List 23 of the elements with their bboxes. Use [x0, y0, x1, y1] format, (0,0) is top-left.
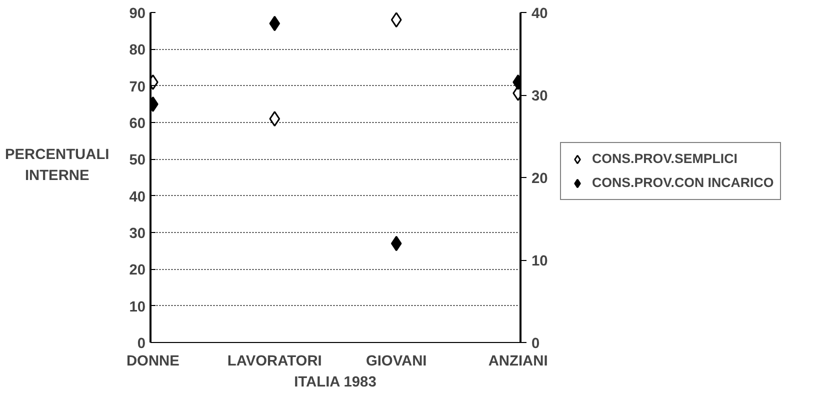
legend-label: CONS.PROV.CON INCARICO	[592, 175, 774, 190]
y-tick-label: 50	[129, 152, 146, 169]
y-tick-label: 20	[129, 262, 146, 279]
y2-tick-label: 0	[532, 336, 540, 352]
y-tick-label: 60	[129, 116, 146, 132]
y2-tick-label: 40	[532, 6, 548, 22]
y-axis-title: PERCENTUALI INTERNE	[5, 146, 110, 186]
x-tick-label: LAVORATORI	[227, 354, 322, 370]
y2-tick-label: 20	[532, 171, 548, 187]
x-tick-label: DONNE	[126, 354, 180, 370]
x-tick-label: ANZIANI	[488, 354, 548, 370]
x-tick-label: GIOVANI	[366, 354, 427, 370]
y-tick-label: 30	[129, 226, 146, 242]
y-tick-label: 10	[129, 299, 146, 316]
y2-tick-label: 10	[532, 254, 548, 270]
legend-label: CONS.PROV.SEMPLICI	[592, 151, 738, 166]
y-tick-label: 70	[129, 79, 146, 96]
y-tick-label: 90	[129, 6, 146, 22]
y-tick-label: 0	[137, 336, 146, 352]
y2-tick-label: 30	[532, 88, 548, 104]
y-tick-label: 80	[129, 42, 146, 59]
x-axis-title: ITALIA 1983	[294, 374, 376, 390]
y-tick-label: 40	[129, 189, 146, 206]
